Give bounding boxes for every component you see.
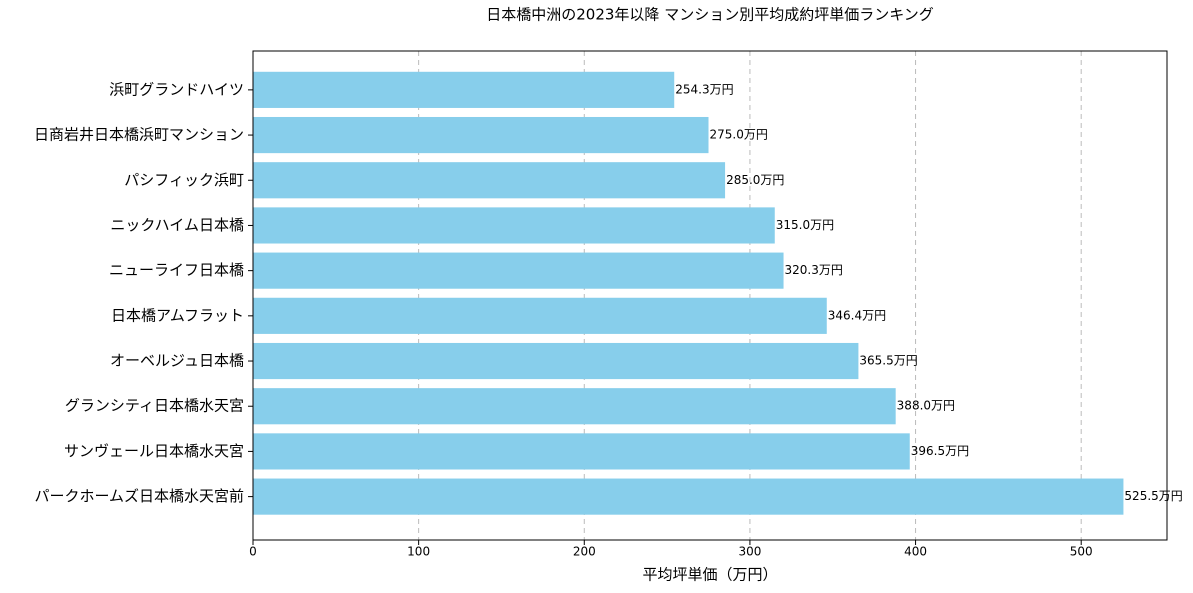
value-label: 396.5万円 xyxy=(911,444,969,458)
chart-title: 日本橋中洲の2023年以降 マンション別平均成約坪単価ランキング xyxy=(486,6,934,24)
bar xyxy=(253,252,784,289)
y-tick-label: 日本橋アムフラット xyxy=(111,306,244,324)
value-label: 320.3万円 xyxy=(785,263,843,277)
x-tick-label: 0 xyxy=(249,545,257,559)
y-tick-label: 日商岩井日本橋浜町マンション xyxy=(34,126,244,144)
x-tick-label: 200 xyxy=(573,545,596,559)
y-tick-label: グランシティ日本橋水天宮 xyxy=(65,397,244,415)
plot-frame xyxy=(252,50,1168,541)
value-label: 254.3万円 xyxy=(675,82,733,96)
value-label: 285.0万円 xyxy=(726,173,784,187)
y-tick-label: パークホームズ日本橋水天宮前 xyxy=(34,487,244,505)
value-label: 346.4万円 xyxy=(828,308,886,322)
bar xyxy=(253,433,910,470)
x-tick-label: 500 xyxy=(1070,545,1093,559)
bar xyxy=(253,116,709,154)
x-axis-label: 平均坪単価（万円） xyxy=(642,566,777,584)
value-label: 388.0万円 xyxy=(897,399,955,413)
bar xyxy=(253,71,675,108)
bar xyxy=(253,388,896,425)
bar xyxy=(253,342,859,380)
value-label: 275.0万円 xyxy=(710,128,768,142)
value-label: 315.0万円 xyxy=(776,218,834,232)
bar xyxy=(253,478,1124,515)
y-tick-label: オーベルジュ日本橋 xyxy=(110,352,244,370)
x-tick-label: 300 xyxy=(738,545,761,559)
bar xyxy=(253,162,726,199)
y-tick-label: 浜町グランドハイツ xyxy=(109,80,244,98)
y-tick-label: ニックハイム日本橋 xyxy=(110,216,244,234)
y-tick-label: ニューライフ日本橋 xyxy=(109,261,244,279)
x-tick-label: 100 xyxy=(407,545,430,559)
value-label: 365.5万円 xyxy=(859,354,917,368)
y-tick-label: サンヴェール日本橋水天宮 xyxy=(64,442,244,460)
x-tick-label: 400 xyxy=(904,545,927,559)
bar xyxy=(253,297,827,334)
y-tick-label: パシフィック浜町 xyxy=(124,171,244,189)
bar xyxy=(253,207,775,244)
value-label: 525.5万円 xyxy=(1124,489,1182,503)
